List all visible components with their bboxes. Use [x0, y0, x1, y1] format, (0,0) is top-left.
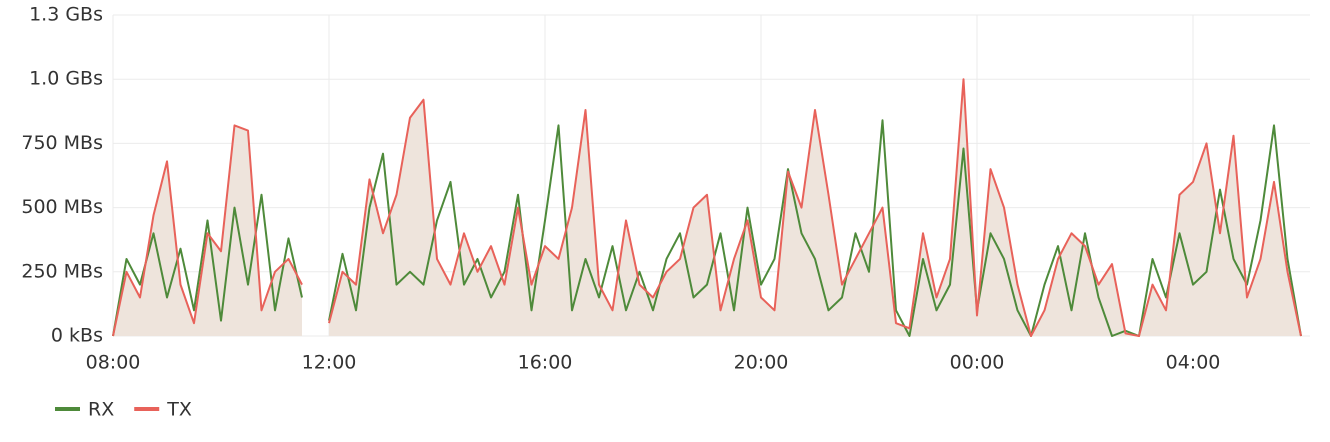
y-tick-label: 0 kBs	[51, 325, 103, 347]
y-tick-label: 250 MBs	[21, 260, 103, 282]
legend-label: TX	[166, 399, 192, 421]
legend-label: RX	[88, 399, 114, 421]
line	[112, 78, 1302, 337]
x-tick-label: 20:00	[734, 352, 789, 374]
x-tick-label: 00:00	[950, 352, 1005, 374]
y-tick-label: 750 MBs	[21, 132, 103, 154]
x-tick-label: 16:00	[518, 352, 573, 374]
x-tick-label: 12:00	[302, 352, 357, 374]
y-tick-label: 1.0 GBs	[29, 68, 103, 90]
x-tick-label: 04:00	[1166, 352, 1221, 374]
y-tick-label: 1.3 GBs	[29, 4, 103, 26]
area	[329, 79, 1301, 336]
area	[113, 125, 302, 336]
x-tick-label: 08:00	[86, 352, 141, 374]
y-tick-label: 500 MBs	[21, 196, 103, 218]
